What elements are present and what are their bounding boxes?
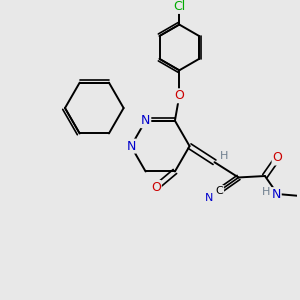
Text: C: C <box>215 186 223 196</box>
Text: O: O <box>174 89 184 102</box>
Text: O: O <box>273 152 283 164</box>
Text: H: H <box>262 187 271 197</box>
Text: Cl: Cl <box>173 0 185 13</box>
Text: N: N <box>126 140 136 153</box>
Text: N: N <box>272 188 281 201</box>
Text: N: N <box>141 114 150 127</box>
Text: O: O <box>151 181 161 194</box>
Text: H: H <box>220 151 228 161</box>
Text: N: N <box>205 193 213 203</box>
